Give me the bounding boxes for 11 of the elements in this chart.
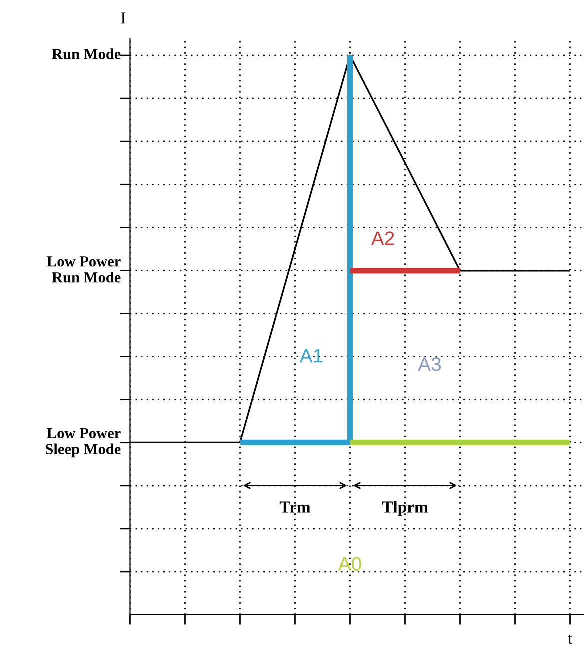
annotation: A3 xyxy=(418,357,442,372)
x-axis-title: t xyxy=(568,634,573,644)
text: Low Power Run Mode xyxy=(47,256,121,283)
annotation: A0 xyxy=(338,557,362,571)
annotation: A2 xyxy=(371,232,394,246)
annotation: Trm xyxy=(280,502,311,513)
y-axis-title: I xyxy=(121,12,126,24)
text: Run Mode xyxy=(52,48,121,60)
text: Low Power Sleep Mode xyxy=(46,428,121,458)
annotation: A1 xyxy=(300,349,323,363)
annotation: Tlprm xyxy=(382,501,428,516)
